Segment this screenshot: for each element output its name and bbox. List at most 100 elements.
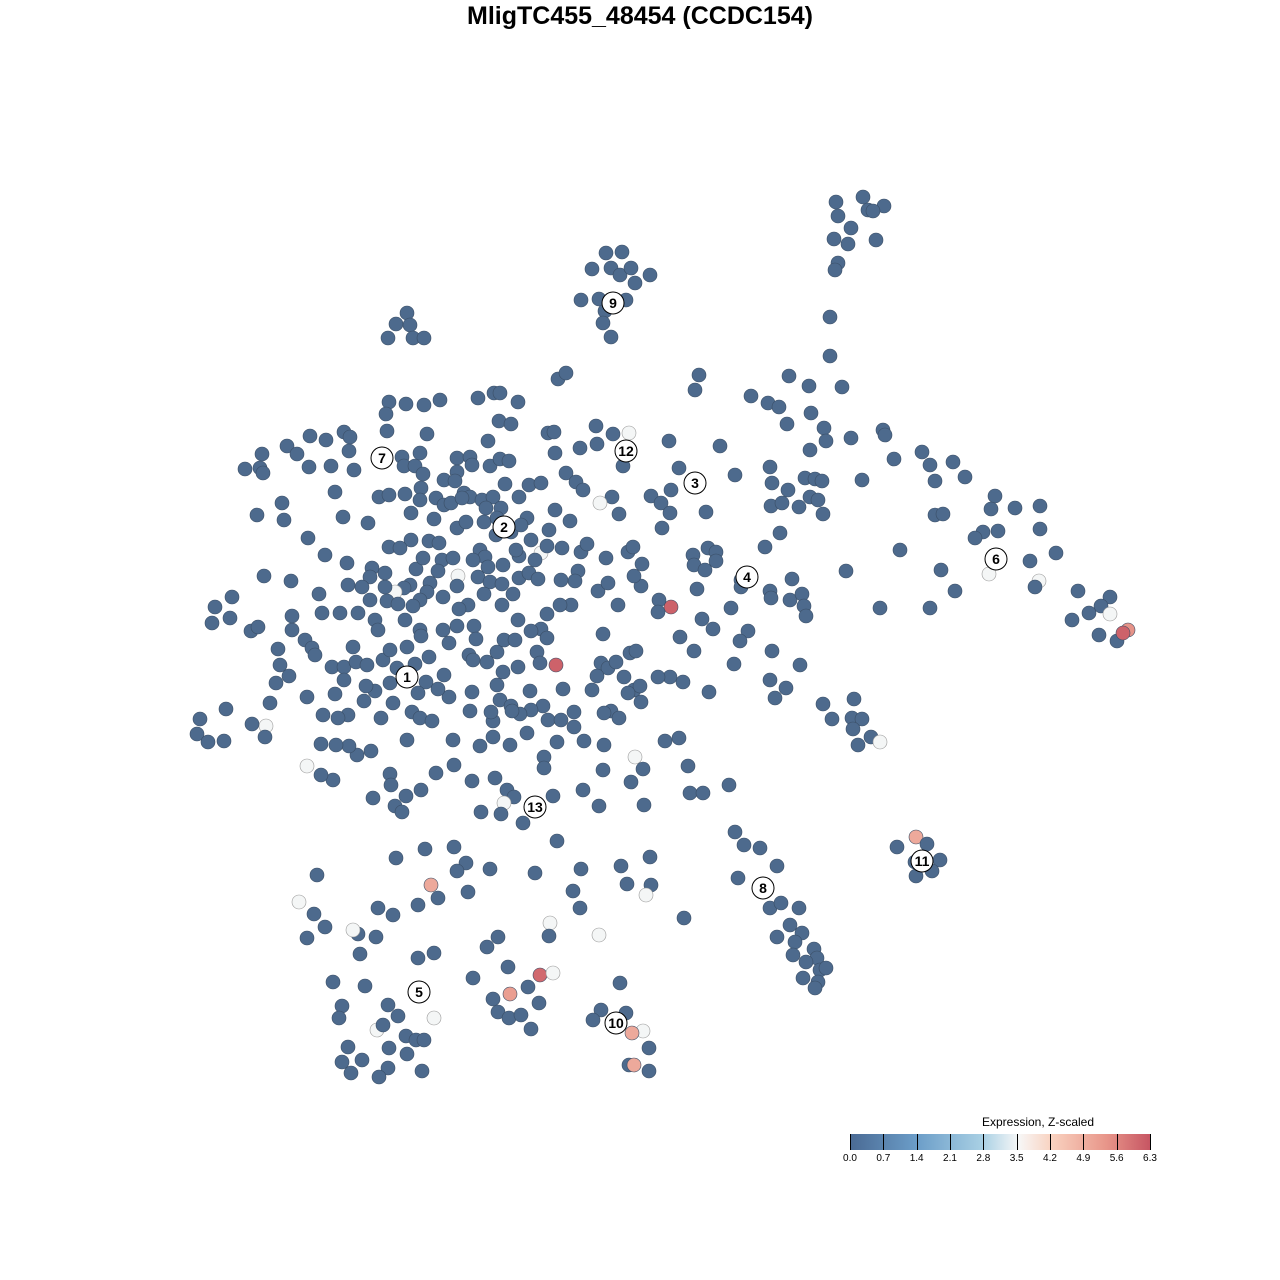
data-point <box>224 589 240 605</box>
data-point <box>377 565 393 581</box>
data-point <box>584 682 600 698</box>
data-point <box>779 416 795 432</box>
data-point <box>663 482 679 498</box>
data-point <box>764 643 780 659</box>
data-point <box>204 615 220 631</box>
data-point <box>769 858 785 874</box>
cluster-label-text: 3 <box>691 475 699 491</box>
data-point <box>712 438 728 454</box>
chart-title: MligTC455_48454 (CCDC154) <box>467 2 813 30</box>
data-point <box>254 446 270 462</box>
data-point <box>922 457 938 473</box>
data-point <box>392 540 408 556</box>
data-point <box>653 495 669 511</box>
data-point <box>399 639 415 655</box>
data-point <box>381 487 397 503</box>
data-point <box>536 760 552 776</box>
data-point <box>539 538 555 554</box>
data-point <box>299 689 315 705</box>
data-point <box>792 657 808 673</box>
data-point <box>270 641 286 657</box>
cluster-label-circle <box>614 439 638 463</box>
data-point <box>533 475 549 491</box>
data-point <box>207 599 223 615</box>
data-point <box>575 782 591 798</box>
data-point <box>334 1054 350 1070</box>
data-point <box>426 511 442 527</box>
data-point <box>465 652 481 668</box>
cluster-label-text: 4 <box>743 569 751 585</box>
data-point <box>502 986 518 1002</box>
data-point <box>403 532 419 548</box>
legend-tick-label: 2.8 <box>976 1153 991 1164</box>
data-point <box>815 696 831 712</box>
cluster-label-text: 1 <box>403 669 411 685</box>
data-point <box>593 1002 609 1018</box>
data-point <box>483 704 499 720</box>
data-point <box>695 785 711 801</box>
data-point <box>513 517 529 533</box>
data-point <box>1007 500 1023 516</box>
data-point <box>967 530 983 546</box>
data-point <box>410 685 426 701</box>
data-point <box>545 965 561 981</box>
data-point <box>489 677 505 693</box>
data-point <box>339 555 355 571</box>
data-point <box>562 513 578 529</box>
data-point <box>661 433 677 449</box>
cluster-label-text: 2 <box>500 519 508 535</box>
data-point <box>705 621 721 637</box>
cluster-label-text: 9 <box>609 295 617 311</box>
data-point <box>299 758 315 774</box>
data-point <box>328 737 344 753</box>
data-point <box>412 492 428 508</box>
data-point <box>818 433 834 449</box>
data-point <box>415 466 431 482</box>
data-point <box>385 907 401 923</box>
data-point <box>362 569 378 585</box>
legend-tick-label: 1.4 <box>909 1153 924 1164</box>
data-point <box>523 532 539 548</box>
data-point <box>726 656 742 672</box>
data-point <box>834 379 850 395</box>
data-point <box>1091 627 1107 643</box>
data-point <box>591 798 607 814</box>
data-point <box>489 644 505 660</box>
data-point <box>451 601 467 617</box>
data-point <box>306 906 322 922</box>
data-point <box>256 568 272 584</box>
data-point <box>657 733 673 749</box>
data-point <box>642 267 658 283</box>
cluster-label-9: 9 <box>601 291 625 315</box>
data-point <box>346 462 362 478</box>
data-point <box>465 552 481 568</box>
data-point <box>612 267 628 283</box>
data-point <box>416 397 432 413</box>
legend-tick-mark <box>1083 1134 1085 1150</box>
data-point <box>641 1063 657 1079</box>
data-point <box>390 1008 406 1024</box>
data-point <box>410 950 426 966</box>
data-point <box>491 413 507 429</box>
data-point <box>398 396 414 412</box>
data-point <box>807 980 823 996</box>
points-layer <box>189 189 1136 1085</box>
data-point <box>625 539 641 555</box>
data-point <box>701 684 717 700</box>
data-point <box>352 946 368 962</box>
data-point <box>397 486 413 502</box>
data-point <box>356 693 372 709</box>
data-point <box>740 623 756 639</box>
data-point <box>276 512 292 528</box>
data-point <box>708 553 724 569</box>
data-point <box>449 578 465 594</box>
cluster-label-2: 2 <box>492 515 516 539</box>
data-point <box>787 934 803 950</box>
data-point <box>222 610 238 626</box>
data-point <box>822 309 838 325</box>
data-point <box>541 928 557 944</box>
data-point <box>494 597 510 613</box>
data-point <box>445 732 461 748</box>
data-point <box>335 509 351 525</box>
